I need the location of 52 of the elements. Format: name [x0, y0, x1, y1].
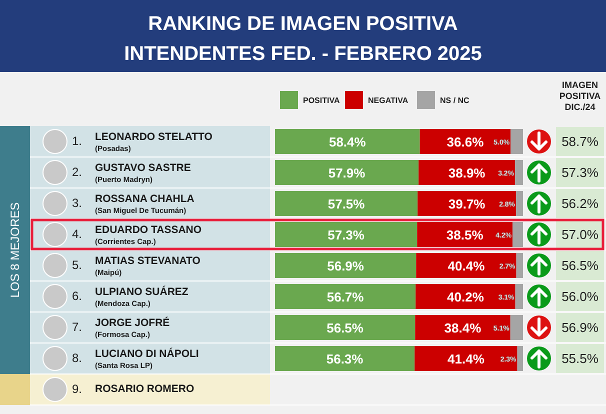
text: 56.2%	[562, 196, 599, 211]
bar	[510, 129, 523, 154]
y-tick-label: 9. ROSARIO ROMERO	[72, 382, 194, 396]
bar	[275, 129, 420, 154]
data-label: 38.9%	[448, 166, 486, 180]
bar	[275, 253, 416, 278]
bar	[515, 160, 523, 185]
data-label: 56.7%	[326, 290, 364, 304]
data-label: 36.6%	[446, 134, 484, 150]
text: 56.5%	[562, 258, 599, 273]
bar	[275, 160, 419, 185]
bar	[516, 253, 523, 278]
data-label: 57.3%	[328, 228, 365, 242]
bar	[414, 346, 518, 371]
text: LOS 8 MEJORES	[8, 202, 22, 298]
bar	[275, 191, 418, 216]
data-label: 40.4%	[448, 258, 486, 274]
chart-title: RANKING DE IMAGEN POSITIVA	[148, 13, 458, 35]
data-label: 57.9%	[328, 166, 366, 180]
bar	[416, 284, 516, 309]
bar	[416, 253, 516, 278]
data-label: 41.4%	[448, 352, 485, 366]
bar	[418, 191, 516, 216]
bar	[510, 315, 523, 340]
text: 56.0%	[562, 289, 599, 304]
bar	[515, 284, 523, 309]
data-label: 58.4%	[328, 134, 366, 150]
bar	[275, 315, 416, 340]
legend-label: NEGATIVA	[368, 96, 408, 105]
text: 55.5%	[562, 351, 599, 366]
bar	[516, 191, 523, 216]
bar	[275, 222, 418, 247]
y2-axis-title: IMAGEN POSITIVA DIC./24	[559, 80, 602, 112]
text: 56.9%	[562, 320, 599, 335]
bar	[517, 346, 523, 371]
bar	[512, 222, 523, 247]
data-label: 56.5%	[326, 320, 364, 336]
legend-label: POSITIVA	[303, 96, 340, 105]
data-label: 57.5%	[328, 196, 366, 212]
text: 58.7%	[562, 134, 599, 149]
chart-subtitle: INTENDENTES FED. - FEBRERO 2025	[124, 43, 482, 65]
data-label: 39.7%	[448, 196, 486, 212]
data-label: 38.5%	[446, 228, 484, 242]
text: 57.3%	[562, 165, 599, 180]
text: 57.0%	[562, 227, 599, 242]
legend-label: NS / NC	[440, 96, 470, 105]
data-label: 38.4%	[444, 320, 482, 336]
data-label: 40.2%	[447, 290, 484, 304]
bar	[275, 346, 415, 371]
data-label: 56.9%	[327, 258, 364, 274]
data-label: 56.3%	[326, 352, 364, 366]
bar	[275, 284, 416, 309]
